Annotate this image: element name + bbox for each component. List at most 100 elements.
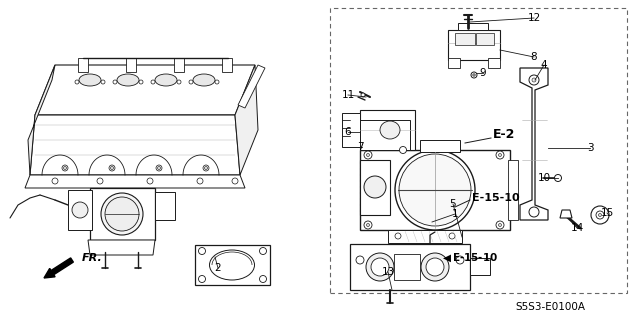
Circle shape <box>499 224 502 226</box>
Circle shape <box>157 167 161 169</box>
Bar <box>126 58 136 72</box>
Circle shape <box>111 167 113 169</box>
Text: 13: 13 <box>381 267 395 277</box>
Bar <box>174 58 184 72</box>
Circle shape <box>471 72 477 78</box>
Circle shape <box>473 74 475 76</box>
Polygon shape <box>488 58 500 68</box>
Circle shape <box>596 211 604 219</box>
Text: 11: 11 <box>341 90 355 100</box>
Ellipse shape <box>380 121 400 139</box>
Circle shape <box>62 165 68 171</box>
Circle shape <box>496 221 504 229</box>
Circle shape <box>496 151 504 159</box>
Bar <box>476 33 494 45</box>
Text: 3: 3 <box>587 143 593 153</box>
Text: 5: 5 <box>450 199 456 209</box>
Text: 15: 15 <box>600 208 614 218</box>
Polygon shape <box>68 190 92 230</box>
Circle shape <box>147 178 153 184</box>
Ellipse shape <box>371 258 389 276</box>
Text: S5S3-E0100A: S5S3-E0100A <box>515 302 585 312</box>
Ellipse shape <box>426 258 444 276</box>
Circle shape <box>356 256 364 264</box>
Circle shape <box>395 233 401 239</box>
Circle shape <box>101 80 105 84</box>
Circle shape <box>197 178 203 184</box>
Text: 14: 14 <box>570 223 584 233</box>
Circle shape <box>205 167 207 169</box>
Bar <box>222 58 232 72</box>
Polygon shape <box>90 188 155 240</box>
Polygon shape <box>350 244 470 290</box>
Circle shape <box>151 80 155 84</box>
Polygon shape <box>360 110 415 150</box>
Polygon shape <box>195 245 270 285</box>
Circle shape <box>156 165 162 171</box>
Ellipse shape <box>117 74 139 86</box>
Bar <box>78 58 88 72</box>
Text: 4: 4 <box>541 60 547 70</box>
Text: E-15-10: E-15-10 <box>472 193 520 203</box>
Circle shape <box>189 80 193 84</box>
Circle shape <box>259 276 266 283</box>
Polygon shape <box>458 23 488 30</box>
Text: 8: 8 <box>531 52 538 62</box>
Circle shape <box>361 93 365 97</box>
FancyArrow shape <box>44 258 74 278</box>
Polygon shape <box>360 160 390 215</box>
Circle shape <box>456 256 464 264</box>
Text: 2: 2 <box>214 263 221 273</box>
Circle shape <box>529 75 539 85</box>
Polygon shape <box>448 30 500 60</box>
Ellipse shape <box>399 154 471 226</box>
Text: 10: 10 <box>538 173 550 183</box>
Bar <box>394 254 420 280</box>
Circle shape <box>591 206 609 224</box>
Text: 12: 12 <box>527 13 541 23</box>
Polygon shape <box>520 68 548 220</box>
Circle shape <box>532 78 536 82</box>
Circle shape <box>367 153 369 157</box>
Circle shape <box>198 276 205 283</box>
Polygon shape <box>560 210 572 218</box>
Polygon shape <box>25 175 245 188</box>
Circle shape <box>75 80 79 84</box>
Polygon shape <box>155 192 175 220</box>
Circle shape <box>52 178 58 184</box>
Ellipse shape <box>209 250 255 280</box>
Ellipse shape <box>79 74 101 86</box>
Text: 7: 7 <box>356 142 364 152</box>
Polygon shape <box>508 160 518 220</box>
Ellipse shape <box>72 202 88 218</box>
Circle shape <box>63 167 67 169</box>
Ellipse shape <box>366 253 394 281</box>
Ellipse shape <box>395 150 475 230</box>
Polygon shape <box>342 113 360 147</box>
Circle shape <box>529 207 539 217</box>
Text: E-2: E-2 <box>493 129 515 142</box>
Polygon shape <box>420 140 460 152</box>
Circle shape <box>215 80 219 84</box>
Ellipse shape <box>155 74 177 86</box>
Polygon shape <box>448 58 460 68</box>
Text: 1: 1 <box>452 209 458 219</box>
Polygon shape <box>360 120 410 150</box>
Text: 6: 6 <box>345 127 351 137</box>
Text: 9: 9 <box>480 68 486 78</box>
Circle shape <box>364 221 372 229</box>
Circle shape <box>367 224 369 226</box>
Circle shape <box>97 178 103 184</box>
Circle shape <box>449 233 455 239</box>
Circle shape <box>399 146 406 153</box>
Text: $\blacktriangleleft$E-15-10: $\blacktriangleleft$E-15-10 <box>440 252 498 264</box>
Ellipse shape <box>101 193 143 235</box>
Circle shape <box>177 80 181 84</box>
Circle shape <box>139 80 143 84</box>
Polygon shape <box>388 230 462 243</box>
Ellipse shape <box>105 197 139 231</box>
Polygon shape <box>88 240 155 255</box>
Circle shape <box>364 151 372 159</box>
Polygon shape <box>35 65 255 115</box>
Circle shape <box>198 248 205 255</box>
